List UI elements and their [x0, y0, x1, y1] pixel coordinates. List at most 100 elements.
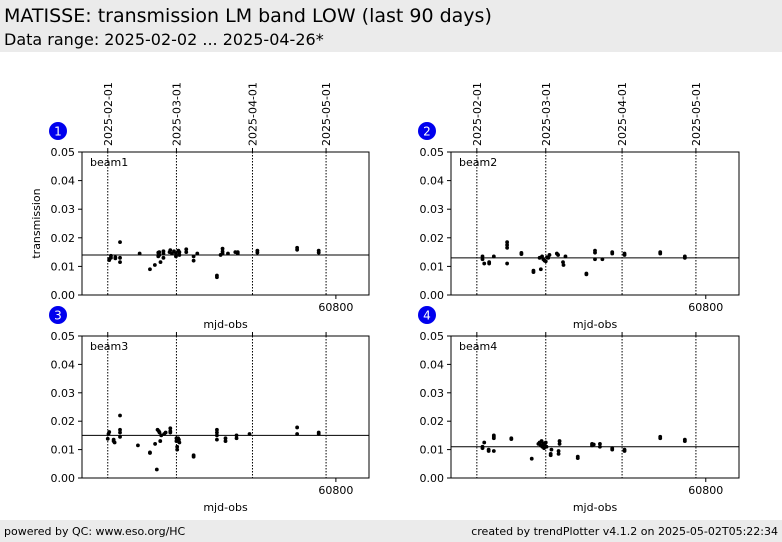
- plot-frame: [81, 151, 370, 296]
- y-tick-label: 0.00: [420, 289, 445, 302]
- y-tick-label: 0.04: [51, 358, 76, 371]
- data-point: [176, 437, 181, 442]
- y-tick-label: 0.05: [51, 330, 76, 343]
- data-point: [191, 258, 196, 263]
- data-point: [491, 449, 496, 453]
- x-tick-label: 60800: [318, 301, 353, 314]
- panel-number-text: 1: [54, 125, 62, 139]
- data-point: [529, 456, 534, 461]
- x-tick-label: 60800: [688, 484, 723, 497]
- data-point: [546, 255, 551, 260]
- data-point: [226, 251, 230, 256]
- data-point: [109, 255, 113, 260]
- y-tick-label: 0.02: [51, 415, 76, 428]
- data-point: [161, 251, 166, 256]
- date-marker-label: 2025-04-01: [246, 82, 259, 146]
- beam-label: beam4: [459, 340, 497, 353]
- beam-label: beam2: [459, 156, 497, 169]
- data-point: [220, 251, 225, 256]
- data-point: [598, 444, 602, 449]
- data-point: [152, 263, 157, 267]
- data-point: [682, 255, 687, 260]
- data-point: [168, 430, 173, 435]
- y-tick-label: 0.04: [51, 175, 76, 188]
- data-point: [682, 439, 687, 443]
- panel-number-badge: [49, 306, 67, 324]
- data-point: [316, 432, 321, 436]
- data-point: [174, 254, 178, 259]
- data-point: [148, 451, 152, 455]
- data-point: [177, 250, 182, 255]
- data-point: [168, 426, 173, 431]
- y-tick-label: 0.02: [51, 232, 76, 245]
- data-point: [591, 442, 596, 447]
- data-point: [598, 442, 602, 446]
- data-point: [556, 451, 561, 456]
- data-point: [548, 453, 553, 458]
- date-marker-label: 2025-05-01: [690, 82, 703, 146]
- x-tick-label: 60800: [688, 301, 723, 314]
- y-tick-label: 0.03: [420, 387, 445, 400]
- data-point: [163, 430, 168, 435]
- plots-area: 0.00 0.01 0.02 0.03 0.04 0.05 60800 2025-02-01 2…: [30, 82, 740, 514]
- data-point: [136, 443, 140, 448]
- data-point: [491, 436, 496, 441]
- x-tick-label: 60800: [318, 484, 353, 497]
- data-point: [480, 254, 485, 259]
- y-tick-label: 0.03: [420, 203, 445, 216]
- data-point: [184, 247, 189, 252]
- data-point: [505, 245, 510, 250]
- data-point: [575, 456, 580, 461]
- data-point: [561, 263, 566, 267]
- data-point: [658, 251, 663, 256]
- panel-number-text: 2: [423, 125, 431, 139]
- data-point: [118, 427, 122, 432]
- data-point: [556, 449, 561, 453]
- data-point: [557, 442, 562, 446]
- data-point: [557, 439, 562, 443]
- data-point: [118, 260, 122, 265]
- data-point: [161, 255, 166, 260]
- data-point: [191, 254, 196, 259]
- data-point: [118, 240, 122, 244]
- data-point: [563, 254, 568, 259]
- data-point: [247, 432, 252, 436]
- chart-panel-3: 0.00 0.01 0.02 0.03 0.04 0.05 60800 beam3 mjd-ob…: [49, 306, 370, 514]
- data-point: [195, 251, 200, 256]
- data-point: [223, 439, 228, 443]
- data-point: [295, 247, 300, 252]
- data-point: [519, 252, 524, 257]
- y-tick-label: 0.05: [420, 330, 445, 343]
- data-point: [105, 436, 110, 441]
- panel-number-badge: [49, 122, 67, 140]
- page-header: MATISSE: transmission LM band LOW (last …: [0, 0, 782, 52]
- data-point: [223, 436, 228, 441]
- panel-number-text: 4: [423, 309, 431, 323]
- y-tick-label: 0.00: [420, 472, 445, 485]
- data-point: [600, 257, 605, 262]
- data-point: [118, 430, 122, 435]
- data-point: [556, 253, 560, 257]
- data-point: [159, 433, 164, 438]
- data-point: [505, 240, 510, 244]
- panel-number-badge: [418, 122, 436, 140]
- chart-panel-1: 0.00 0.01 0.02 0.03 0.04 0.05 60800 2025-02-01 2…: [30, 82, 370, 331]
- chart-panel-2: 0.00 0.01 0.02 0.03 0.04 0.05 60800 2025-02-01 2…: [418, 82, 740, 331]
- data-point: [215, 427, 219, 432]
- data-point: [482, 261, 487, 266]
- data-point: [177, 440, 182, 445]
- panel-number-badge: [418, 306, 436, 324]
- date-marker-label: 2025-02-01: [471, 82, 484, 146]
- page-title: MATISSE: transmission LM band LOW (last …: [4, 5, 492, 27]
- y-tick-label: 0.02: [420, 232, 445, 245]
- y-tick-label: 0.04: [420, 175, 445, 188]
- data-point: [544, 444, 549, 449]
- data-point: [622, 449, 627, 453]
- data-point: [118, 255, 122, 260]
- data-point: [175, 444, 180, 449]
- data-point: [158, 260, 163, 265]
- page-footer: powered by QC: www.eso.org/HC created by…: [0, 520, 782, 542]
- data-point: [234, 433, 239, 438]
- data-point: [480, 257, 485, 262]
- beam-label: beam1: [90, 156, 128, 169]
